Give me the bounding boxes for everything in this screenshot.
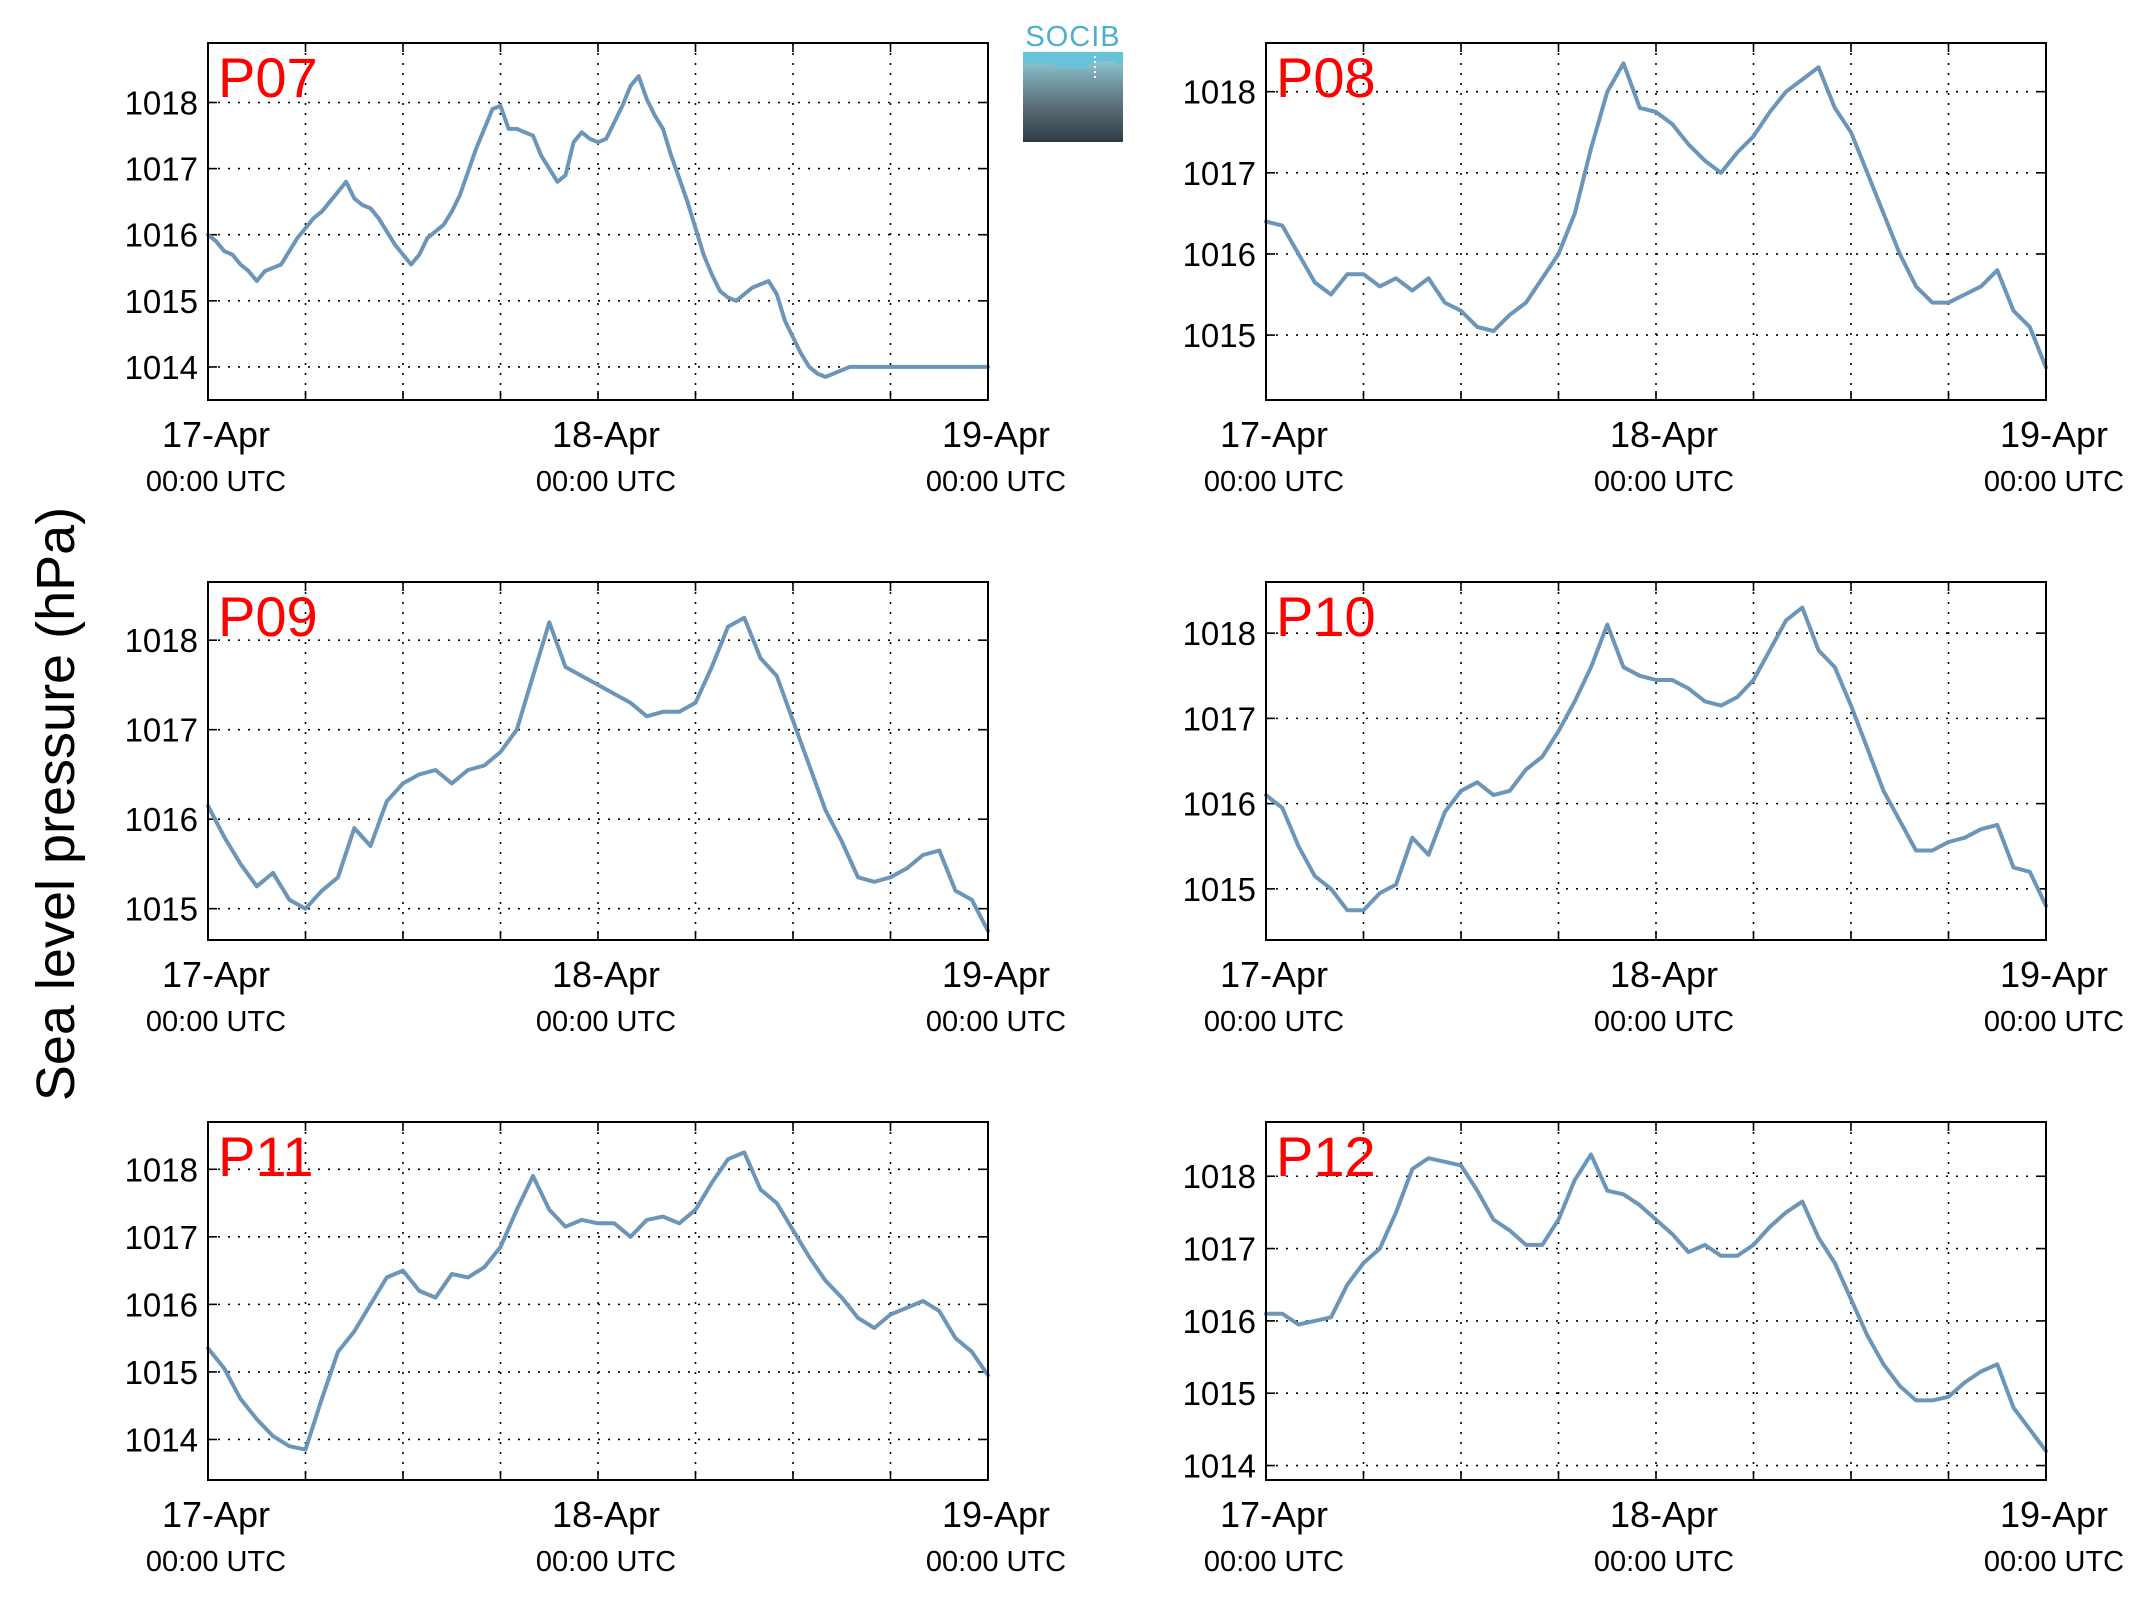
- logo-wave: [1023, 52, 1123, 80]
- x-tick-label-time: 00:00 UTC: [926, 1006, 1066, 1038]
- panel-p12: 1014 1015 1016 1017 1018 17-Apr 00:00 UTC 18-Ap…: [1183, 1121, 2124, 1578]
- y-tick-label: 1018: [125, 85, 198, 122]
- y-tick-label: 1017: [1183, 700, 1256, 737]
- axes-frame: [1265, 581, 2047, 941]
- x-tick-label-date: 19-Apr: [2000, 1494, 2108, 1535]
- x-tick-label-time: 00:00 UTC: [1594, 466, 1734, 498]
- x-tick-label-date: 19-Apr: [2000, 414, 2108, 455]
- y-tick-label: 1014: [125, 349, 198, 386]
- y-tick-label: 1017: [1183, 1231, 1256, 1268]
- y-tick-label: 1018: [1183, 74, 1256, 111]
- y-tick-label: 1016: [125, 1286, 198, 1323]
- x-tick-label-time: 00:00 UTC: [536, 466, 676, 498]
- x-tick-label-time: 00:00 UTC: [1594, 1006, 1734, 1038]
- panel-p09: 1015 1016 1017 1018 17-Apr 00:00 UTC 18-Apr 00:…: [125, 581, 1066, 1038]
- y-tick-label: 1018: [1183, 1158, 1256, 1195]
- panel-p10: 1015 1016 1017 1018 17-Apr 00:00 UTC 18-Apr 00:…: [1183, 581, 2124, 1038]
- x-tick-label-time: 00:00 UTC: [926, 466, 1066, 498]
- y-tick-label: 1016: [125, 217, 198, 254]
- panel-label: P11: [218, 1125, 313, 1188]
- x-tick-label-time: 00:00 UTC: [536, 1006, 676, 1038]
- y-tick-label: 1017: [125, 712, 198, 749]
- axes-frame: [1265, 1121, 2047, 1481]
- panel-label: P08: [1276, 46, 1376, 109]
- y-tick-label: 1015: [125, 1354, 198, 1391]
- x-tick-label-date: 17-Apr: [1220, 1494, 1328, 1535]
- x-tick-label-date: 17-Apr: [1220, 954, 1328, 995]
- axes-frame: [207, 581, 989, 941]
- y-tick-label: 1014: [1183, 1448, 1256, 1485]
- panel-label: P07: [218, 46, 318, 109]
- y-tick-label: 1017: [125, 151, 198, 188]
- x-tick-label-time: 00:00 UTC: [146, 1006, 286, 1038]
- axes-frame: [207, 42, 989, 401]
- x-tick-label-date: 19-Apr: [942, 414, 1050, 455]
- x-tick-label-time: 00:00 UTC: [146, 1546, 286, 1578]
- x-tick-label-date: 17-Apr: [162, 954, 270, 995]
- y-tick-label: 1015: [1183, 1375, 1256, 1412]
- x-tick-label-time: 00:00 UTC: [1594, 1546, 1734, 1578]
- x-tick-label-time: 00:00 UTC: [926, 1546, 1066, 1578]
- panel-p08: 1015 1016 1017 1018 17-Apr 00:00 UTC 18-Apr 00:…: [1183, 42, 2124, 498]
- series-line: [206, 615, 990, 933]
- x-tick-label-date: 19-Apr: [2000, 954, 2108, 995]
- y-tick-label: 1016: [125, 801, 198, 838]
- y-tick-label: 1015: [125, 283, 198, 320]
- x-tick-label-date: 18-Apr: [552, 1494, 660, 1535]
- y-tick-label: 1017: [125, 1219, 198, 1256]
- socib-logo: SOCIB: [1023, 21, 1123, 142]
- x-tick-label-date: 18-Apr: [1610, 954, 1718, 995]
- y-tick-label: 1016: [1183, 236, 1256, 273]
- series-line: [1264, 1152, 2048, 1454]
- logo-text: SOCIB: [1025, 21, 1121, 53]
- x-tick-label-date: 17-Apr: [1220, 414, 1328, 455]
- y-tick-label: 1015: [125, 891, 198, 928]
- y-tick-label: 1014: [125, 1421, 198, 1458]
- series-line: [1264, 605, 2048, 913]
- series-line: [206, 74, 990, 379]
- x-tick-label-time: 00:00 UTC: [1984, 1546, 2124, 1578]
- y-tick-label: 1018: [125, 622, 198, 659]
- x-tick-label-time: 00:00 UTC: [1204, 1546, 1344, 1578]
- series-line: [206, 1150, 990, 1452]
- panel-p11: 1014 1015 1016 1017 1018 17-Apr 00:00 UTC 18-Ap…: [125, 1121, 1066, 1578]
- y-tick-label: 1016: [1183, 1303, 1256, 1340]
- y-tick-label: 1015: [1183, 317, 1256, 354]
- x-tick-label-time: 00:00 UTC: [1204, 466, 1344, 498]
- axes-frame: [207, 1121, 989, 1481]
- y-tick-label: 1015: [1183, 871, 1256, 908]
- panel-label: P09: [218, 585, 318, 648]
- x-tick-label-date: 19-Apr: [942, 1494, 1050, 1535]
- x-tick-label-date: 18-Apr: [1610, 414, 1718, 455]
- panel-p07: 1014 1015 1016 1017 1018 17-Apr 00:00 UTC 18-Ap…: [125, 42, 1066, 498]
- y-tick-label: 1017: [1183, 155, 1256, 192]
- x-tick-label-time: 00:00 UTC: [1984, 466, 2124, 498]
- x-tick-label-date: 18-Apr: [552, 414, 660, 455]
- y-tick-label: 1016: [1183, 786, 1256, 823]
- y-tick-label: 1018: [125, 1151, 198, 1188]
- x-tick-label-date: 19-Apr: [942, 954, 1050, 995]
- x-tick-label-date: 17-Apr: [162, 414, 270, 455]
- x-tick-label-time: 00:00 UTC: [1984, 1006, 2124, 1038]
- x-tick-label-date: 18-Apr: [1610, 1494, 1718, 1535]
- y-tick-label: 1018: [1183, 615, 1256, 652]
- x-tick-label-time: 00:00 UTC: [1204, 1006, 1344, 1038]
- panel-label: P12: [1276, 1125, 1376, 1188]
- axes-frame: [1265, 42, 2047, 401]
- x-tick-label-date: 17-Apr: [162, 1494, 270, 1535]
- series-line: [1264, 61, 2048, 370]
- x-tick-label-time: 00:00 UTC: [146, 466, 286, 498]
- x-tick-label-date: 18-Apr: [552, 954, 660, 995]
- panel-label: P10: [1276, 585, 1376, 648]
- x-tick-label-time: 00:00 UTC: [536, 1546, 676, 1578]
